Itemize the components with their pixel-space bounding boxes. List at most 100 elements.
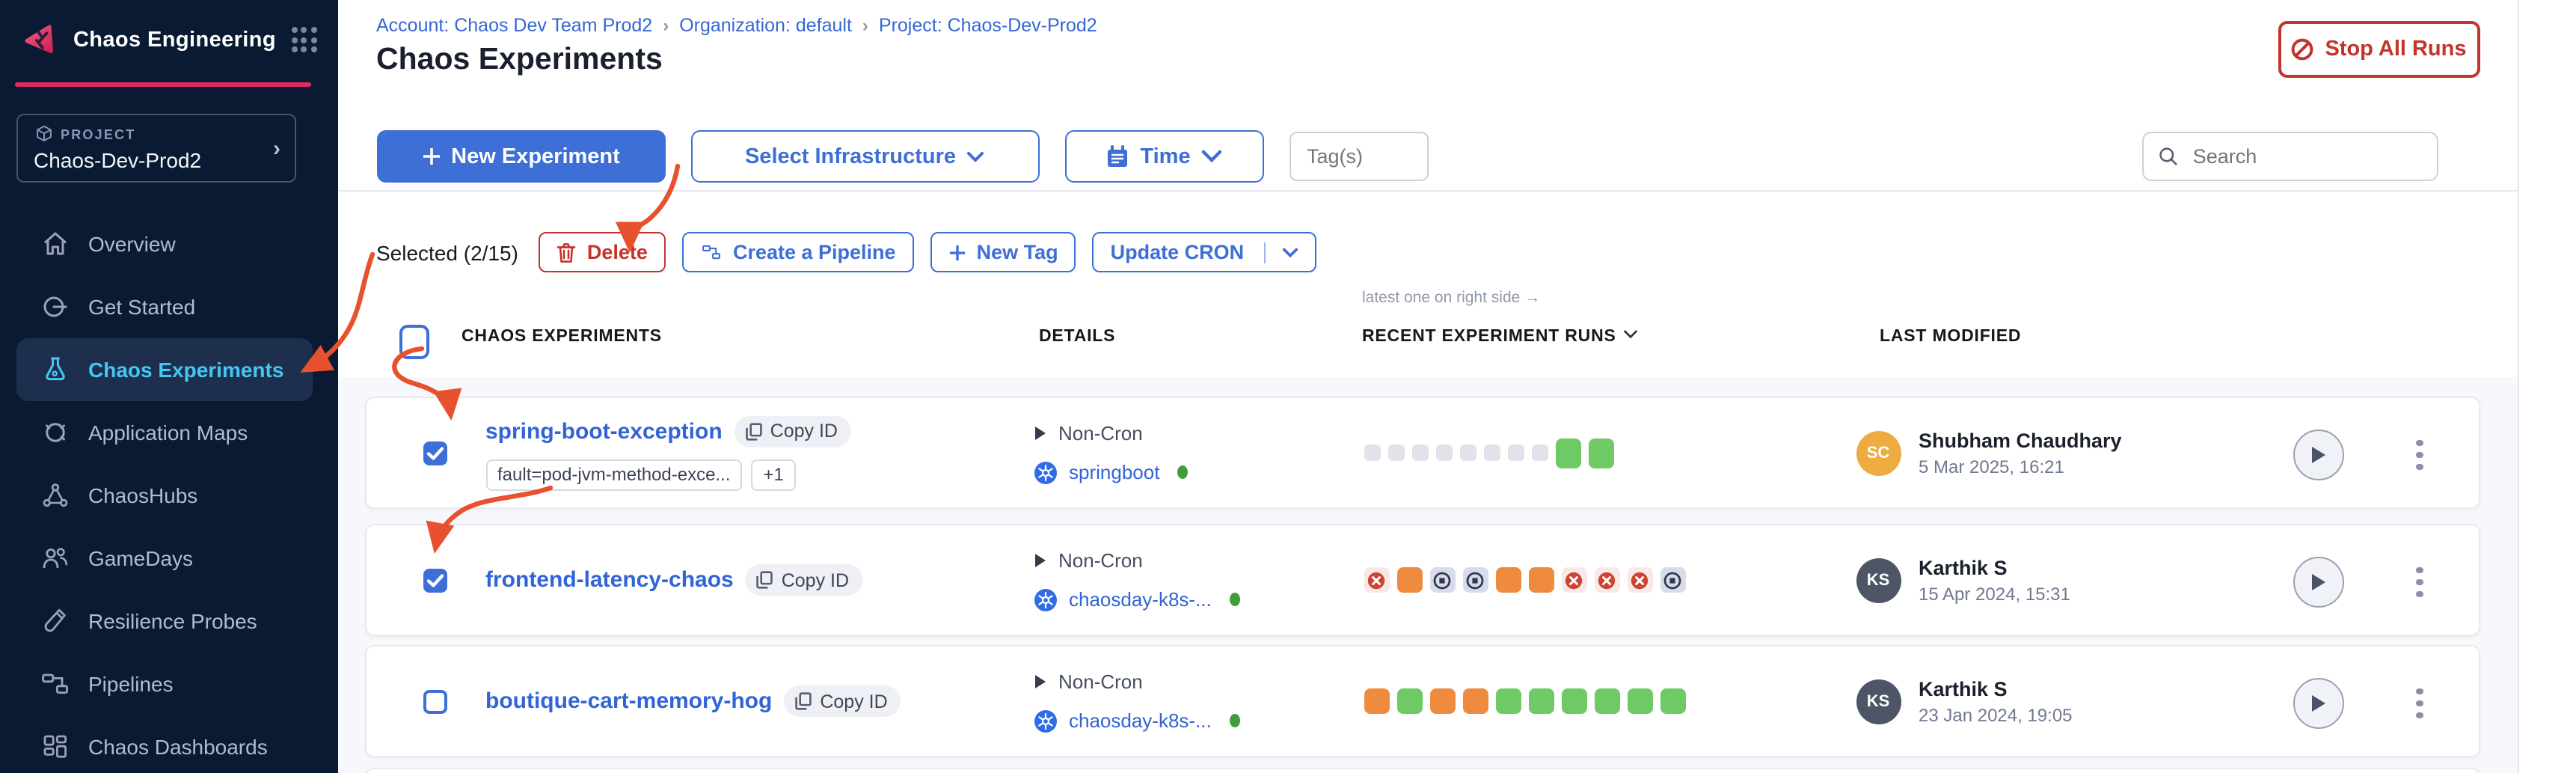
copy-id-button[interactable]: Copy ID (784, 685, 901, 717)
app-switcher-grid-icon[interactable] (291, 27, 316, 52)
failed-run-icon (1598, 571, 1616, 589)
run-chip-passed[interactable] (1396, 688, 1423, 715)
chevron-down-icon (967, 151, 984, 162)
get-started-icon (43, 296, 67, 317)
sidebar-item-pipelines[interactable]: Pipelines (16, 653, 313, 715)
run-chip-running[interactable] (1396, 566, 1423, 593)
run-chip-empty[interactable] (1483, 444, 1500, 462)
modified-date: 5 Mar 2025, 16:21 (1919, 456, 2064, 477)
run-chip-stopped[interactable] (1660, 566, 1686, 593)
project-selector[interactable]: PROJECT Chaos-Dev-Prod2 › (16, 114, 295, 183)
sidebar-item-resilience-probes[interactable]: Resilience Probes (16, 590, 313, 653)
run-chip-empty[interactable] (1387, 444, 1405, 462)
run-chip-passed[interactable] (1561, 688, 1587, 715)
cube-icon (36, 125, 51, 141)
modified-date: 23 Jan 2024, 19:05 (1919, 704, 2073, 725)
row-3-checkbox[interactable] (423, 689, 447, 713)
run-chip-empty[interactable] (1531, 444, 1548, 462)
sidebar-item-chaos-dashboards[interactable]: Chaos Dashboards (16, 715, 313, 773)
main-content: Account: Chaos Dev Team Prod2 › Organizati… (337, 0, 2517, 773)
prohibition-icon (2292, 37, 2313, 60)
cron-expander[interactable]: Non-Cron (1033, 421, 1188, 444)
chevron-down-icon (1201, 150, 1221, 163)
run-chip-passed[interactable] (1627, 688, 1653, 715)
experiment-name-link[interactable]: spring-boot-exception (485, 418, 723, 444)
row-menu-kebab-icon[interactable] (2409, 681, 2430, 726)
run-chip-failed[interactable] (1364, 566, 1390, 593)
run-chip-passed[interactable] (1528, 688, 1554, 715)
sidebar-item-application-maps[interactable]: Application Maps (16, 401, 313, 464)
run-chip-empty[interactable] (1459, 444, 1476, 462)
tags-input[interactable] (1304, 144, 1413, 169)
infrastructure-link[interactable]: chaosday-k8s-... (1069, 588, 1212, 611)
play-icon (2312, 446, 2325, 462)
table-row-partial (364, 768, 2480, 773)
create-pipeline-button[interactable]: Create a Pipeline (681, 232, 914, 272)
new-experiment-button[interactable]: New Experiment (376, 130, 665, 183)
run-chip-failed[interactable] (1627, 566, 1653, 593)
run-chip-running[interactable] (1429, 688, 1456, 715)
modified-by-name: Shubham Chaudhary (1919, 429, 2122, 451)
copy-id-button[interactable]: Copy ID (745, 564, 863, 596)
update-cron-split-button[interactable]: Update CRON (1092, 232, 1316, 272)
copy-icon (795, 692, 812, 710)
run-chip-passed[interactable] (1594, 688, 1620, 715)
project-label: PROJECT (61, 126, 136, 141)
row-1-checkbox[interactable] (423, 441, 447, 465)
run-chip-passed[interactable] (1495, 688, 1521, 715)
breadcrumb-link[interactable]: Organization: default (679, 15, 852, 36)
run-chip-empty[interactable] (1411, 444, 1429, 462)
run-chip-passed[interactable] (1660, 688, 1686, 715)
sidebar-item-chaoshubs[interactable]: ChaosHubs (16, 464, 313, 527)
row-2-checkbox[interactable] (423, 568, 447, 592)
experiment-name-link[interactable]: boutique-cart-memory-hog (485, 688, 773, 714)
application-maps-icon (46, 423, 65, 442)
sidebar-item-gamedays[interactable]: GameDays (16, 527, 313, 590)
experiment-name-link[interactable]: frontend-latency-chaos (485, 567, 734, 593)
sidebar-item-label: Resilience Probes (88, 609, 257, 633)
run-chip-stopped[interactable] (1429, 566, 1456, 593)
right-gutter (2517, 0, 2576, 773)
sidebar-item-chaos-experiments[interactable]: Chaos Experiments (16, 338, 313, 401)
run-chip-empty[interactable] (1364, 444, 1381, 462)
run-chip-running[interactable] (1495, 566, 1521, 593)
row-menu-kebab-icon[interactable] (2409, 560, 2430, 605)
copy-icon (757, 571, 773, 589)
run-chip-failed[interactable] (1561, 566, 1587, 593)
time-filter-dropdown[interactable]: Time (1064, 130, 1263, 183)
recent-runs-strip (1364, 398, 1614, 507)
column-header-recent-runs[interactable]: RECENT EXPERIMENT RUNS (1362, 328, 1639, 346)
copy-id-button[interactable]: Copy ID (734, 415, 851, 447)
cron-expander[interactable]: Non-Cron (1033, 670, 1240, 692)
run-experiment-button[interactable] (2293, 556, 2343, 607)
column-header-last-modified: LAST MODIFIED (1880, 328, 2022, 346)
run-chip-passed_tall[interactable] (1555, 438, 1581, 468)
run-chip-passed_tall[interactable] (1588, 438, 1614, 468)
run-chip-empty[interactable] (1435, 444, 1453, 462)
check-icon (426, 573, 444, 587)
sidebar-item-overview[interactable]: Overview (16, 213, 313, 275)
breadcrumb-link[interactable]: Account: Chaos Dev Team Prod2 (376, 15, 653, 36)
new-tag-button[interactable]: New Tag (930, 232, 1076, 272)
stop-all-runs-button[interactable]: Stop All Runs (2278, 20, 2480, 77)
select-infrastructure-dropdown[interactable]: Select Infrastructure (690, 130, 1039, 183)
runs-order-note: latest one on right side → (1362, 289, 1541, 307)
calendar-icon (1108, 144, 1128, 166)
run-experiment-button[interactable] (2293, 429, 2343, 480)
run-chip-stopped[interactable] (1462, 566, 1488, 593)
run-chip-failed[interactable] (1594, 566, 1620, 593)
modified-by-name: Karthik S (1919, 677, 2008, 700)
cron-expander[interactable]: Non-Cron (1033, 549, 1240, 571)
infrastructure-link[interactable]: springboot (1069, 461, 1160, 483)
search-input[interactable] (2189, 144, 2422, 169)
row-menu-kebab-icon[interactable] (2409, 433, 2430, 477)
run-experiment-button[interactable] (2293, 677, 2343, 728)
sidebar-item-get-started[interactable]: Get Started (16, 275, 313, 338)
run-chip-running[interactable] (1462, 688, 1488, 715)
sidebar-item-label: Pipelines (88, 672, 174, 696)
breadcrumb-link[interactable]: Project: Chaos-Dev-Prod2 (878, 15, 1097, 36)
infrastructure-link[interactable]: chaosday-k8s-... (1069, 709, 1212, 732)
run-chip-running[interactable] (1528, 566, 1554, 593)
run-chip-running[interactable] (1364, 688, 1390, 715)
run-chip-empty[interactable] (1507, 444, 1524, 462)
